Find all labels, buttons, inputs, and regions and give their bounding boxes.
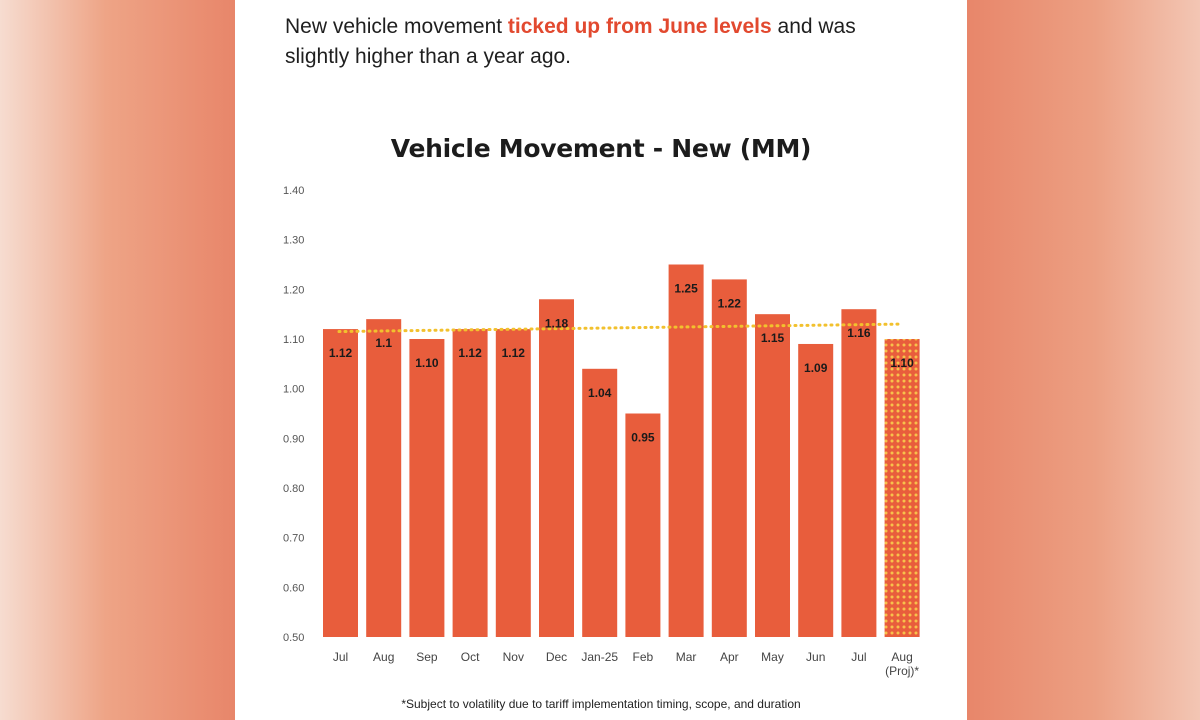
- y-tick-label: 0.90: [283, 433, 304, 445]
- bar: [668, 264, 704, 637]
- y-tick-label: 1.40: [283, 185, 304, 197]
- y-axis: 0.50 0.60 0.70 0.80 0.90 1.00 1.10 1.20 1.30 1.40: [283, 185, 304, 644]
- data-label: 0.95: [631, 431, 655, 445]
- x-tick-label: Aug: [373, 650, 394, 664]
- footnote: *Subject to volatility due to tariff imp…: [401, 697, 801, 711]
- x-axis: Jul Aug Sep Oct Nov Dec Jan-25 Feb Mar Apr May Jun J…: [333, 650, 920, 678]
- x-tick-label: Jul: [333, 650, 348, 664]
- x-tick-label: Jan-25: [581, 650, 618, 664]
- data-label: 1.12: [458, 346, 482, 360]
- trendline: [337, 322, 903, 334]
- bars-group: [323, 264, 920, 637]
- headline-text-before: New vehicle movement: [285, 15, 508, 38]
- bar: [495, 329, 531, 637]
- data-label: 1.25: [674, 282, 698, 296]
- headline-highlight: ticked up from June levels: [507, 15, 772, 38]
- x-tick-label: Nov: [503, 650, 524, 664]
- x-tick-label: (Proj)*: [885, 664, 919, 678]
- background-left-panel: [0, 0, 235, 720]
- x-tick-label: May: [761, 650, 784, 664]
- data-labels-group: 1.12 1.1 1.10 1.12 1.12 1.18 1.04 0.95 1.25 1.22 1…: [329, 282, 914, 445]
- x-tick-label: Dec: [546, 650, 567, 664]
- bar: [625, 413, 661, 637]
- headline: New vehicle movement ticked up from June…: [285, 12, 925, 72]
- chart-title: Vehicle Movement - New (MM): [390, 134, 812, 163]
- bar: [582, 368, 618, 637]
- data-label: 1.10: [415, 356, 439, 370]
- data-label: 1.22: [718, 296, 742, 310]
- x-tick-label: Oct: [461, 650, 480, 664]
- x-tick-label: Sep: [416, 650, 438, 664]
- data-label: 1.18: [545, 316, 569, 330]
- background-right-panel: [967, 0, 1200, 720]
- bar: [755, 314, 790, 637]
- data-label: 1.09: [804, 361, 828, 375]
- bar: [539, 299, 574, 637]
- bar-chart: 0.50 0.60 0.70 0.80 0.90 1.00 1.10 1.20 1.30 1.40…: [283, 185, 920, 678]
- bar: [452, 329, 488, 637]
- bar: [323, 329, 358, 637]
- data-label: 1.15: [761, 331, 785, 345]
- x-tick-label: Jul: [851, 650, 866, 664]
- x-tick-label: Feb: [633, 650, 654, 664]
- data-label: 1.12: [502, 346, 526, 360]
- x-tick-label: Mar: [676, 650, 697, 664]
- data-label: 1.04: [588, 386, 612, 400]
- data-label: 1.1: [375, 336, 392, 350]
- x-tick-label: Aug: [891, 650, 912, 664]
- x-tick-label: Apr: [720, 650, 739, 664]
- bar: [841, 309, 877, 637]
- data-label: 1.12: [329, 346, 353, 360]
- y-tick-label: 0.50: [283, 632, 304, 644]
- data-label: 1.16: [847, 326, 871, 340]
- y-tick-label: 0.80: [283, 483, 304, 495]
- chart-card: New vehicle movement ticked up from June…: [235, 0, 967, 720]
- y-tick-label: 1.20: [283, 284, 304, 296]
- headline-text-after: and was slightly higher than a year ago.: [285, 15, 856, 68]
- y-tick-label: 1.30: [283, 235, 304, 247]
- x-tick-label: Jun: [806, 650, 825, 664]
- y-tick-label: 1.10: [283, 334, 304, 346]
- bar: [366, 319, 402, 637]
- projected-bar: [884, 339, 920, 637]
- y-tick-label: 1.00: [283, 384, 304, 396]
- bar: [711, 279, 747, 637]
- data-label: 1.10: [890, 356, 914, 370]
- trendline-group: [337, 322, 903, 334]
- y-tick-label: 0.70: [283, 533, 304, 545]
- bar: [409, 339, 445, 637]
- bar: [798, 343, 834, 637]
- y-tick-label: 0.60: [283, 582, 304, 594]
